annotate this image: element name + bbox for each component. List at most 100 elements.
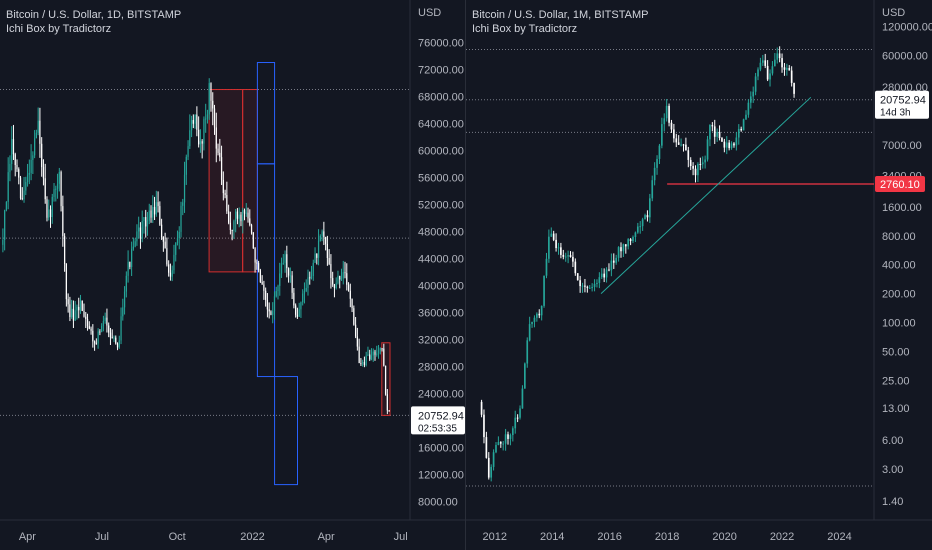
monthly-candle-body [665, 105, 668, 119]
daily-candle-body [286, 254, 288, 269]
daily-candle-body [199, 141, 202, 145]
monthly-last-price-text: 20752.94 [880, 95, 926, 107]
daily-candle-body [280, 263, 283, 274]
daily-candle-body [146, 220, 149, 227]
monthly-candle-body [689, 159, 692, 167]
daily-candle-body [201, 141, 203, 144]
daily-candle-body [65, 263, 67, 300]
daily-candle-body [145, 217, 147, 227]
daily-candle-body [9, 163, 11, 173]
daily-candle-body [383, 348, 385, 366]
monthly-candle-body [709, 125, 711, 140]
monthly-candle-body [761, 60, 764, 63]
monthly-candle-body [786, 67, 788, 70]
monthly-candle-body [483, 414, 485, 438]
daily-chart-canvas[interactable]: USD 76000.00 72000.00 68000.00 64000.00 60000… [0, 0, 465, 550]
monthly-candle-body [531, 321, 533, 325]
monthly-candle-body [730, 143, 733, 149]
monthly-chart-panel[interactable]: USD120000.0060000.0028000.007000.003400.… [466, 0, 932, 550]
daily-candle-body [295, 305, 297, 315]
daily-price-tick-16: 8000.00 [418, 496, 458, 508]
monthly-candle-body [622, 244, 625, 252]
daily-chart-panel[interactable]: USD 76000.00 72000.00 68000.00 64000.00 60000… [0, 0, 465, 550]
daily-candle-body [69, 304, 71, 317]
monthly-price-tick-11: 25.00 [882, 376, 910, 388]
monthly-candle-body [540, 305, 543, 316]
monthly-level-tag: 2760.10 [875, 176, 925, 193]
daily-candle-body [132, 246, 135, 249]
monthly-candle-body [737, 128, 740, 138]
daily-candle-body [217, 148, 219, 153]
daily-candle-body [291, 275, 293, 293]
monthly-candle-body [499, 442, 502, 444]
monthly-candle-body [692, 166, 694, 169]
daily-candle-body [143, 217, 145, 222]
daily-candle-body [289, 275, 291, 277]
monthly-candle-body [492, 452, 495, 467]
daily-candle-body [86, 318, 89, 327]
monthly-candle-body [646, 215, 649, 218]
daily-candle-body [30, 159, 32, 173]
monthly-candle-body [526, 340, 529, 364]
monthly-candle-body [507, 434, 509, 439]
daily-candle-body [272, 311, 274, 315]
daily-candle-body [339, 275, 341, 280]
daily-candle-body [379, 348, 381, 351]
daily-currency-label: USD [418, 7, 441, 19]
daily-time-tick-5: Jul [394, 531, 408, 543]
monthly-candle-body [497, 442, 500, 445]
monthly-candle-body [723, 141, 726, 148]
daily-candle-body [349, 290, 351, 299]
monthly-candle-body [673, 129, 675, 139]
monthly-level-text: 2760.10 [880, 179, 920, 191]
daily-candle-body [340, 278, 343, 280]
daily-price-tick-3: 64000.00 [418, 118, 464, 130]
daily-ichi-box-1 [242, 89, 258, 273]
monthly-level-box [875, 176, 925, 193]
monthly-candle-body [552, 233, 555, 240]
daily-candle-body [226, 195, 228, 212]
monthly-candle-body [523, 363, 526, 389]
daily-candle-body [190, 120, 193, 131]
daily-candle-body [58, 172, 60, 184]
daily-candle-body [116, 343, 119, 348]
monthly-candle-body [627, 239, 630, 247]
daily-candle-body [67, 299, 69, 305]
monthly-countdown-text: 14d 3h [880, 108, 911, 119]
daily-candle-body [325, 237, 327, 244]
daily-candle-body [213, 108, 216, 128]
daily-candle-body [220, 157, 223, 180]
daily-candle-body [236, 211, 239, 219]
daily-candle-body [5, 201, 8, 211]
monthly-chart-canvas[interactable]: USD120000.0060000.0028000.007000.003400.… [466, 0, 932, 550]
panel-divider[interactable] [465, 0, 466, 550]
daily-indicator-label[interactable]: Ichi Box by Tradictorz [6, 23, 112, 35]
daily-candle-body [83, 311, 85, 317]
daily-candle-body [377, 350, 380, 354]
daily-candle-body [321, 231, 323, 236]
daily-countdown-text: 02:53:35 [418, 423, 457, 434]
monthly-candle-body [670, 122, 673, 130]
daily-candle-body [238, 214, 240, 219]
daily-candle-body [388, 410, 390, 412]
daily-candle-body [222, 179, 224, 194]
daily-candle-body [330, 264, 332, 279]
monthly-indicator-label[interactable]: Ichi Box by Tradictorz [472, 23, 578, 35]
daily-candle-body [99, 331, 101, 333]
monthly-candle-body [653, 167, 656, 181]
daily-candle-body [183, 174, 186, 203]
daily-candle-body [48, 209, 50, 218]
daily-candle-body [358, 346, 360, 364]
daily-candle-body [171, 270, 173, 277]
daily-candle-body [37, 120, 39, 133]
monthly-candle-body [624, 244, 627, 247]
monthly-candle-body [579, 280, 581, 287]
daily-candle-body [46, 199, 48, 218]
daily-candle-body [376, 353, 378, 355]
daily-candle-body [11, 139, 13, 164]
daily-candle-body [302, 293, 304, 303]
monthly-candle-body [487, 457, 490, 478]
daily-candle-body [189, 130, 191, 147]
daily-candle-body [317, 240, 320, 258]
